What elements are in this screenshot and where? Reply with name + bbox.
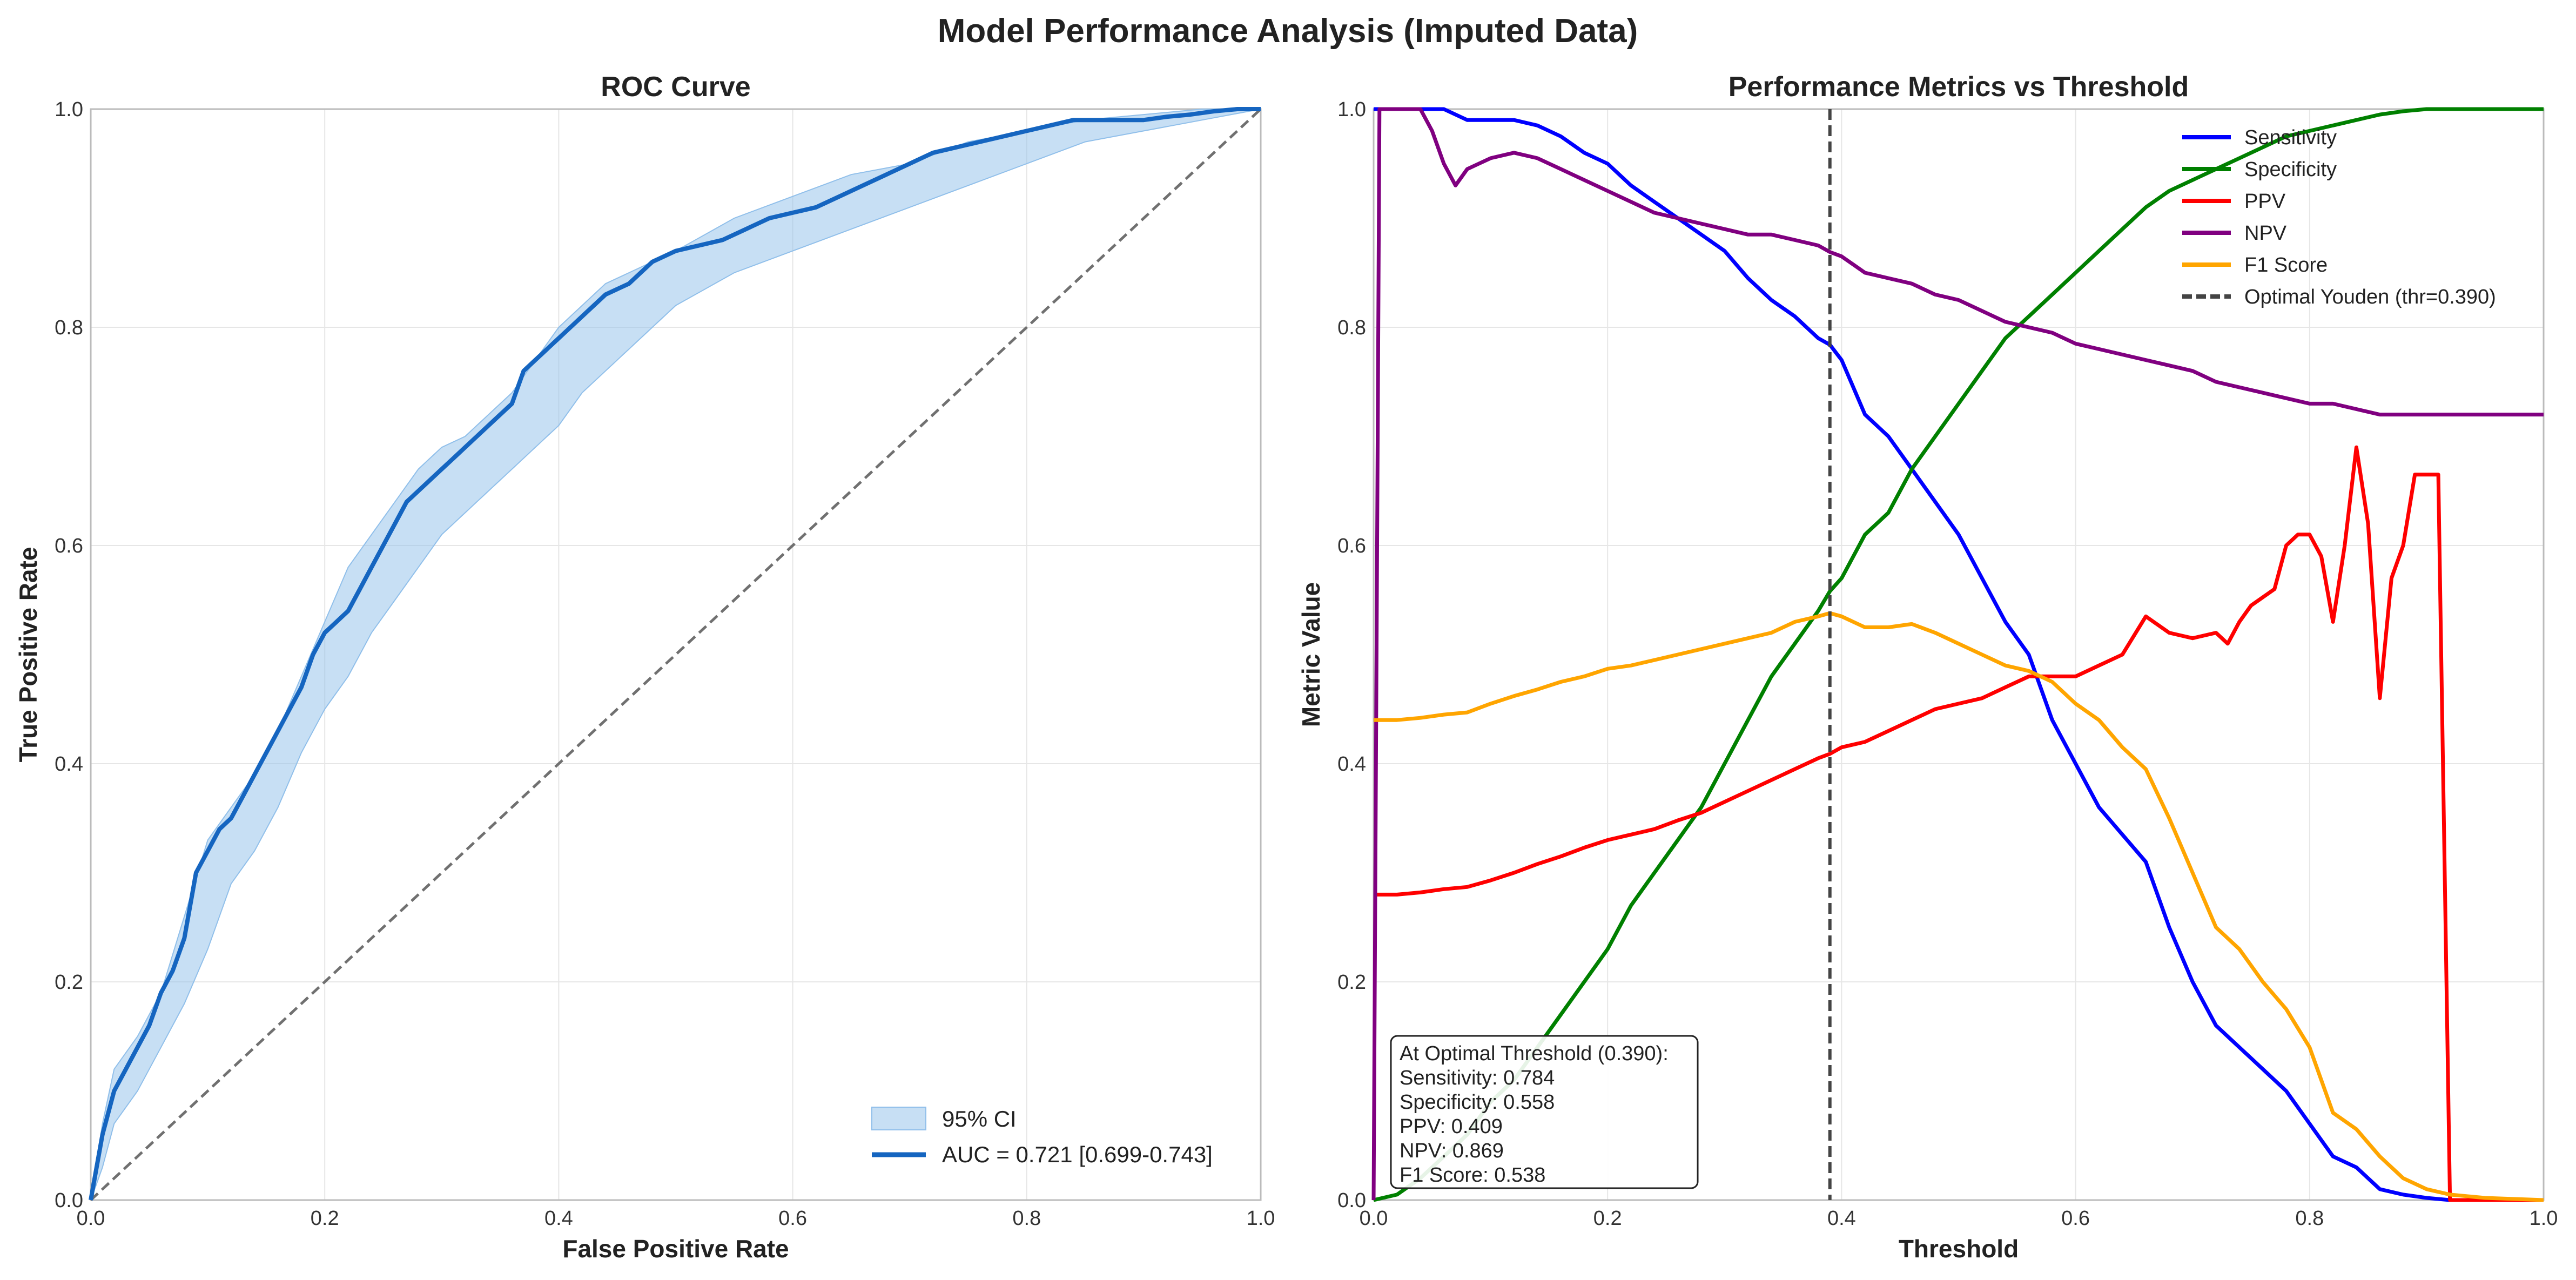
- y-tick-label: 0.6: [1337, 535, 1366, 557]
- annotation-line: F1 Score: 0.538: [1400, 1164, 1545, 1187]
- y-tick-label: 0.2: [1337, 971, 1366, 994]
- legend-label-ppv: PPV: [2244, 190, 2286, 213]
- legend-label-npv: NPV: [2244, 222, 2287, 245]
- specificity-line: [1373, 107, 2544, 1202]
- optimal-threshold-annotation: At Optimal Threshold (0.390):Sensitivity…: [1390, 1035, 1699, 1189]
- x-tick-label: 1.0: [1247, 1207, 1275, 1230]
- figure-suptitle: Model Performance Analysis (Imputed Data…: [938, 12, 1638, 50]
- annotation-line: NPV: 0.869: [1400, 1140, 1504, 1162]
- legend-label-specificity: Specificity: [2244, 158, 2337, 181]
- x-tick-label: 0.8: [2295, 1207, 2324, 1230]
- y-axis-label: Metric Value: [1297, 582, 1325, 727]
- x-tick-label: 0.6: [2061, 1207, 2090, 1230]
- x-tick-label: 0.0: [1360, 1207, 1388, 1230]
- legend-label-optimal-youden: Optimal Youden (thr=0.390): [2244, 286, 2496, 308]
- chart-title: Performance Metrics vs Threshold: [1728, 71, 2189, 103]
- x-tick-label: 0.8: [1012, 1207, 1041, 1230]
- chance-diagonal: [90, 108, 1262, 1201]
- x-tick-label: 0.6: [778, 1207, 807, 1230]
- y-tick-label: 0.4: [1337, 753, 1366, 776]
- y-tick-label: 0.4: [55, 753, 83, 776]
- y-tick-label: 1.0: [1337, 98, 1366, 121]
- y-axis-label: True Positive Rate: [14, 547, 42, 763]
- annotation-line: Specificity: 0.558: [1400, 1091, 1555, 1114]
- roc-legend: 95% CI AUC = 0.721 [0.699-0.743]: [871, 1106, 1213, 1167]
- x-axis-label: Threshold: [1899, 1235, 2019, 1263]
- x-tick-label: 0.2: [1593, 1207, 1622, 1230]
- legend-label-f1-score: F1 Score: [2244, 254, 2328, 277]
- legend-label-sensitivity: Sensitivity: [2244, 126, 2337, 149]
- sensitivity-line: [1374, 107, 2544, 1202]
- y-tick-label: 0.0: [1337, 1189, 1366, 1212]
- annotation-line: At Optimal Threshold (0.390):: [1400, 1042, 1669, 1065]
- x-tick-label: 0.4: [1827, 1207, 1856, 1230]
- y-tick-label: 0.8: [1337, 316, 1366, 339]
- x-tick-label: 0.2: [311, 1207, 339, 1230]
- annotation-box: [1390, 1035, 1699, 1189]
- y-tick-label: 0.2: [55, 971, 83, 994]
- metrics-legend: Sensitivity Specificity PPV NPV F1 Score Opti…: [2182, 126, 2496, 308]
- axes-frame: [1373, 108, 2545, 1201]
- f1-score-line: [1374, 611, 2544, 1202]
- x-axis-label: False Positive Rate: [562, 1235, 789, 1263]
- y-tick-label: 0.8: [55, 316, 83, 339]
- plot-background: [1374, 109, 2544, 1200]
- chart-title: ROC Curve: [601, 71, 750, 103]
- legend-label-ci: 95% CI: [942, 1106, 1017, 1131]
- metrics-threshold-chart: 0.00.0 0.2 0.2 0.4 0.4 0.6 0.6 0.8 0.8 1.0 1.0 Perf…: [1297, 71, 2558, 1263]
- y-tick-label: 0.0: [55, 1189, 83, 1212]
- axes-frame: [90, 108, 1262, 1201]
- y-tick-label: 1.0: [55, 98, 83, 121]
- x-tick-label: 0.4: [544, 1207, 573, 1230]
- legend-swatch-ci: [871, 1107, 926, 1130]
- x-tick-label: 0.0: [77, 1207, 105, 1230]
- legend-label-auc: AUC = 0.721 [0.699-0.743]: [942, 1142, 1213, 1167]
- x-tick-label: 1.0: [2530, 1207, 2558, 1230]
- npv-line: [1371, 107, 2544, 1201]
- roc-curve-line: [89, 107, 1261, 1201]
- annotation-line: PPV: 0.409: [1400, 1115, 1503, 1138]
- y-tick-label: 0.6: [55, 535, 83, 557]
- annotation-line: Sensitivity: 0.784: [1400, 1067, 1555, 1089]
- ppv-line: [1374, 445, 2544, 1202]
- roc-chart: 0.00.0 0.2 0.2 0.4 0.4 0.6 0.6 0.8 0.8 1.0 1.0 ROC …: [14, 71, 1275, 1263]
